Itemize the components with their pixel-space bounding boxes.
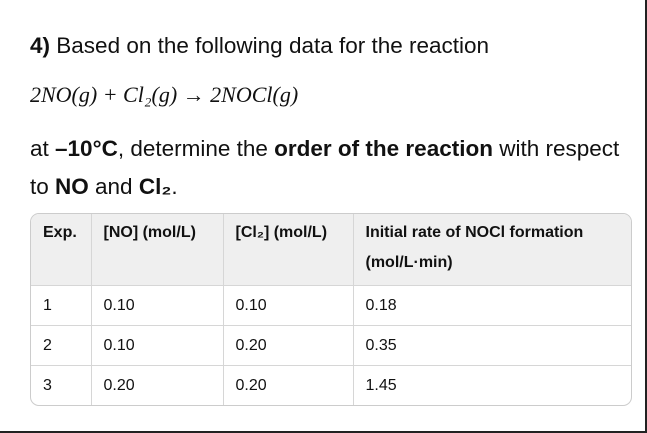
text: at [30,136,56,161]
table-cell: 0.20 [223,325,354,366]
question-body: at –10°C, determine the order of the rea… [30,130,620,206]
table-cell: 0.10 [91,325,224,366]
text: . [171,174,178,199]
table-cell: 0.10 [223,285,354,326]
table-cell: 0.18 [353,285,631,326]
table-cell: 0.20 [223,365,354,405]
table-cell: 3 [31,365,92,405]
table-row: 2 0.10 0.20 0.35 [31,325,631,366]
data-table: Exp. [NO] (mol/L) [Cl₂] (mol/L) Initial rat… [30,213,632,406]
bold-text: Cl₂ [138,174,172,199]
table-body: 1 0.10 0.10 0.18 2 0.10 0.20 0.35 3 0.20 0.20 1.45 [31,285,631,405]
bold-text: order of the reaction [274,136,493,161]
header-cell: Exp. [31,214,92,286]
table-cell: 2 [31,325,92,366]
text: , determine the [117,136,275,161]
table-cell: 1.45 [365,376,397,394]
text: with respect to [30,136,620,199]
table-row: 1 0.10 0.10 0.18 [31,285,631,326]
bold-text: NO [55,174,89,199]
header-cell: Initial rate of NOCl formation (mol/L·mi… [353,214,631,286]
table-row: 3 0.20 0.20 1.45 [31,365,631,405]
question-number: 4) [30,33,51,58]
table-cell: 1 [31,285,92,326]
bold-text: –10°C [55,136,118,161]
equation: 2NO(g) + Cl₂(g) → 2NOCl(g) [30,82,299,107]
text: and [88,174,139,199]
table-cell: 0.35 [353,325,631,366]
question-intro: Based on the following data for the reac… [56,33,490,58]
question-line: 4) Based on the following data for the r… [30,33,489,59]
header-row: Exp. [NO] (mol/L) [Cl₂] (mol/L) Initial rat… [31,214,631,286]
table-cell: 0.10 [91,285,224,326]
header-cell: [NO] (mol/L) [91,214,224,286]
header-cell: [Cl₂] (mol/L) [223,214,354,286]
table-cell: 0.20 [91,365,224,405]
table: Exp. [NO] (mol/L) [Cl₂] (mol/L) Initial rat… [31,214,631,405]
